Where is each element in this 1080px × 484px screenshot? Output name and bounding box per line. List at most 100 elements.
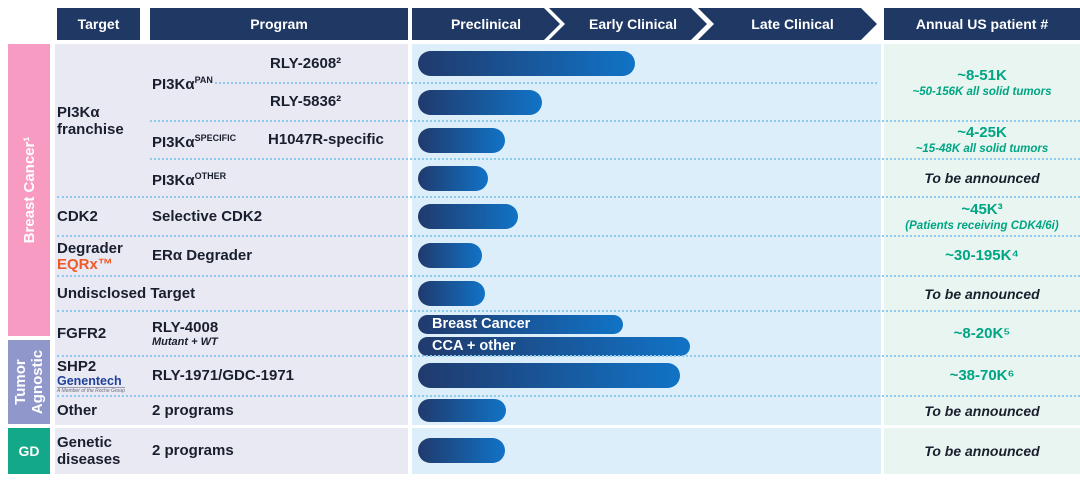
header-program: Program — [150, 8, 408, 40]
target-genetic-diseases: Genetic diseases — [57, 428, 137, 474]
patient-pi3k-pan: ~8-51K ~50-156K all solid tumors — [884, 44, 1080, 121]
target-other: Other — [57, 396, 147, 425]
other-sup: OTHER — [194, 170, 227, 181]
stage-early-clinical-label: Early Clinical — [589, 16, 677, 32]
patient-value: ~38-70K⁶ — [949, 367, 1015, 384]
band-breast-cancer-label: Breast Cancer¹ — [20, 136, 38, 244]
header-patient-label: Annual US patient # — [915, 16, 1049, 32]
band-breast-cancer: Breast Cancer¹ — [8, 44, 50, 336]
header-patient: Annual US patient # — [884, 8, 1080, 40]
stage-preclinical-label: Preclinical — [450, 16, 522, 32]
patient-tba: To be announced — [924, 170, 1040, 186]
patient-fgfr2: ~8-20K⁵ — [884, 311, 1080, 356]
program-genetic: 2 programs — [152, 428, 302, 474]
program-rly-4008-note: Mutant + WT — [152, 335, 218, 348]
program-era-degrader-label: ERα Degrader — [152, 247, 253, 264]
target-pi3k-franchise: PI3Kα franchise — [57, 44, 147, 197]
target-shp2: SHP2 Genentech A Member of the Roche Gro… — [57, 356, 147, 396]
program-selective-cdk2: Selective CDK2 — [152, 197, 302, 236]
target-cdk2-label: CDK2 — [57, 208, 98, 225]
patient-pi3k-other: To be announced — [884, 159, 1080, 197]
target-undisclosed: Undisclosed Target — [57, 276, 277, 311]
specific-name: PI3Kα — [152, 133, 195, 151]
target-degrader: Degrader EQRx™ — [57, 236, 147, 276]
row-separator — [57, 275, 1080, 277]
patient-background — [884, 44, 1080, 425]
patient-subtext: (Patients receiving CDK4/6i) — [905, 219, 1059, 232]
patient-value: ~4-25K — [957, 124, 1007, 141]
row-separator — [150, 158, 1080, 160]
program-other: 2 programs — [152, 396, 302, 425]
row-separator — [150, 120, 1080, 122]
patient-genetic: To be announced — [884, 428, 1080, 474]
drug-rly-2608: RLY-2608² — [270, 44, 400, 83]
target-undisclosed-label: Undisclosed Target — [57, 285, 196, 302]
program-pi3k-other: PI3KαOTHER — [152, 159, 267, 197]
header-stage-early-clinical: Early Clinical — [549, 8, 707, 40]
labels-background-gd — [55, 428, 408, 474]
pipeline-bar-pi3k-other — [418, 166, 488, 191]
program-other-label: 2 programs — [152, 401, 234, 419]
pipeline-bar-fgfr2-cca: CCA + other — [418, 337, 690, 356]
drug-h1047r: H1047R-specific — [268, 121, 408, 159]
pipeline-bar-undisclosed — [418, 281, 485, 306]
band-genetic-diseases: GD — [8, 428, 50, 474]
patient-undisclosed: To be announced — [884, 276, 1080, 311]
pi3k-line1: PI3Kα — [57, 103, 100, 121]
row-separator — [57, 395, 1080, 397]
row-separator — [57, 310, 1080, 312]
band-gd-label: GD — [18, 443, 40, 459]
target-fgfr2-label: FGFR2 — [57, 325, 107, 342]
genentech-logo: Genentech — [57, 374, 122, 388]
patient-tba: To be announced — [924, 443, 1040, 459]
patient-subtext: ~15-48K all solid tumors — [915, 143, 1049, 155]
pipeline-bar-fgfr2-breast: Breast Cancer — [418, 315, 623, 334]
row-separator — [57, 355, 1080, 357]
header-stage-preclinical: Preclinical — [412, 8, 560, 40]
band-tumor-agnostic: Tumor Agnostic — [8, 340, 50, 424]
labels-background — [55, 44, 408, 425]
target-fgfr2: FGFR2 — [57, 311, 147, 356]
target-other-label: Other — [57, 402, 98, 419]
drug-rly-5836-label: RLY-5836² — [270, 93, 342, 110]
target-shp2-label: SHP2 — [57, 358, 97, 375]
pipeline-bar-h1047r — [418, 128, 505, 153]
patient-subtext: ~50-156K all solid tumors — [912, 85, 1052, 98]
pipeline-bar-other — [418, 399, 506, 422]
specific-sup: SPECIFIC — [194, 132, 237, 143]
pipeline-bar-genetic — [418, 438, 505, 463]
eqrx-logo: EQRx™ — [57, 256, 113, 273]
program-rly-1971-label: RLY-1971/GDC-1971 — [152, 367, 295, 384]
patient-background-gd — [884, 428, 1080, 474]
patient-era: ~30-195K⁴ — [884, 236, 1080, 276]
target-degrader-label: Degrader — [57, 240, 123, 257]
drug-rly-5836: RLY-5836² — [270, 83, 400, 121]
drug-rly-2608-label: RLY-2608² — [270, 54, 342, 72]
header-program-label: Program — [250, 16, 308, 32]
program-selective-cdk2-label: Selective CDK2 — [152, 207, 263, 225]
pipeline-bar-cdk2 — [418, 204, 518, 229]
other-name: PI3Kα — [152, 171, 195, 189]
program-rly-4008-label: RLY-4008 — [152, 318, 219, 336]
patient-cdk2: ~45K³ (Patients receiving CDK4/6i) — [884, 197, 1080, 236]
band-tumor-agnostic-label: Tumor Agnostic — [12, 349, 46, 415]
bar-label-breast-cancer: Breast Cancer — [432, 316, 531, 332]
row-separator — [57, 235, 1080, 237]
pipeline-bar-shp2 — [418, 363, 680, 388]
row-separator — [215, 82, 877, 84]
patient-other: To be announced — [884, 396, 1080, 425]
header-target-label: Target — [77, 16, 120, 32]
patient-value: ~8-51K — [957, 66, 1007, 84]
pi3k-line2: franchise — [57, 120, 124, 138]
target-cdk2: CDK2 — [57, 197, 147, 236]
pan-name: PI3Kα — [152, 76, 195, 93]
patient-value: ~30-195K⁴ — [945, 247, 1019, 264]
patient-h1047r: ~4-25K ~15-48K all solid tumors — [884, 121, 1080, 159]
program-pi3k-pan: PI3KαPAN — [152, 44, 262, 121]
program-rly-4008: RLY-4008 Mutant + WT — [152, 311, 312, 356]
genentech-tagline: A Member of the Roche Group — [57, 387, 125, 394]
pan-sup: PAN — [194, 75, 213, 85]
header-target: Target — [57, 8, 140, 40]
program-genetic-label: 2 programs — [152, 442, 234, 459]
